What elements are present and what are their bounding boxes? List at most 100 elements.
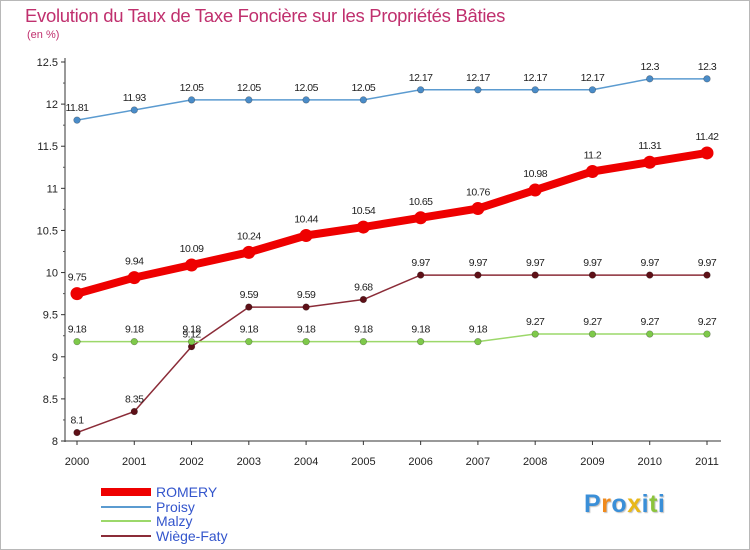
data-label-malzy: 9.27 — [526, 316, 545, 328]
x-tick-label: 2009 — [580, 456, 604, 468]
y-tick-label: 9 — [52, 352, 58, 364]
data-label-proisy: 12.05 — [180, 82, 204, 94]
data-point-romery — [185, 258, 199, 272]
logo-letter: t — [649, 490, 658, 518]
data-label-proisy: 12.17 — [466, 72, 490, 84]
legend-label: Malzy — [156, 513, 193, 529]
data-point-malzy — [359, 338, 367, 346]
data-point-romery — [299, 228, 313, 242]
logo-letter: i — [657, 490, 666, 518]
data-label-romery: 11.31 — [638, 140, 662, 152]
x-tick-label: 2011 — [695, 456, 719, 468]
data-label-romery: 10.44 — [294, 213, 318, 225]
data-label-wi-ge-faty: 9.12 — [182, 329, 201, 341]
x-tick-label: 2001 — [122, 456, 146, 468]
y-tick-label: 9.5 — [43, 310, 58, 322]
data-point-romery — [585, 164, 599, 178]
data-label-wi-ge-faty: 9.97 — [583, 257, 602, 269]
y-tick-label: 10.5 — [37, 225, 58, 237]
legend-swatch — [101, 488, 151, 496]
data-point-malzy — [588, 330, 597, 338]
logo-letter: P — [584, 490, 602, 518]
data-point-romery — [700, 146, 714, 160]
series-line-malzy — [76, 333, 708, 343]
data-point-wi-ge-faty — [130, 407, 138, 416]
x-tick-label: 2008 — [523, 456, 547, 468]
chart-title: Evolution du Taux de Taxe Foncière sur l… — [25, 5, 506, 26]
logo-letter: r — [601, 490, 612, 518]
y-tick-label: 11.5 — [37, 141, 58, 153]
data-point-malzy — [474, 338, 482, 346]
data-point-proisy — [703, 75, 711, 83]
data-point-wi-ge-faty — [245, 303, 253, 311]
data-point-proisy — [359, 96, 367, 104]
y-tick-label: 12.5 — [37, 57, 58, 69]
data-point-proisy — [417, 86, 425, 94]
data-label-wi-ge-faty: 9.59 — [240, 289, 259, 301]
data-label-romery: 11.2 — [584, 149, 602, 161]
data-point-wi-ge-faty — [531, 271, 539, 279]
logo-letter: o — [611, 490, 628, 518]
data-label-wi-ge-faty: 8.35 — [125, 394, 144, 406]
data-point-romery — [356, 220, 370, 234]
series-line-romery — [73, 148, 711, 298]
x-tick-label: 2000 — [65, 456, 89, 468]
data-point-malzy — [302, 338, 310, 346]
data-label-malzy: 9.27 — [698, 316, 717, 328]
data-point-proisy — [588, 86, 597, 94]
data-point-proisy — [187, 96, 196, 104]
data-label-romery: 11.42 — [696, 131, 720, 143]
data-labels: 11.81 11.93 12.05 12.05 12.05 12.05 12.17 12.17… — [66, 61, 720, 427]
legend-swatch — [101, 520, 151, 522]
data-label-romery: 10.76 — [466, 187, 490, 199]
data-label-wi-ge-faty: 9.97 — [411, 257, 430, 269]
data-point-malzy — [187, 338, 196, 346]
data-point-proisy — [245, 96, 253, 104]
logo-letter: i — [641, 490, 650, 518]
axes: 8 8.5 9 9.5 10 10.5 11 11.5 12 12.5 2000 2001 2002 20… — [37, 57, 721, 468]
data-point-romery — [127, 271, 141, 285]
data-label-wi-ge-faty: 8.1 — [70, 415, 84, 427]
x-tick-label: 2004 — [294, 456, 318, 468]
data-label-proisy: 12.05 — [237, 82, 261, 94]
x-tick-label: 2007 — [466, 456, 490, 468]
data-label-malzy: 9.18 — [182, 324, 201, 336]
y-tick-label: 12 — [46, 99, 58, 111]
legend-swatch — [101, 534, 151, 537]
data-label-romery: 10.54 — [351, 205, 375, 217]
data-point-romery — [242, 245, 256, 259]
data-point-romery — [471, 202, 485, 216]
data-label-wi-ge-faty: 9.59 — [297, 289, 316, 301]
data-label-romery: 10.98 — [523, 168, 547, 180]
x-tick-label: 2006 — [408, 456, 432, 468]
data-label-wi-ge-faty: 9.97 — [641, 257, 660, 269]
data-point-proisy — [646, 75, 654, 83]
data-label-proisy: 12.17 — [581, 72, 605, 84]
legend-label: ROMERY — [156, 484, 218, 500]
data-point-malzy — [646, 330, 654, 338]
data-label-proisy: 11.93 — [123, 92, 147, 104]
data-label-proisy: 12.17 — [409, 72, 433, 84]
data-label-proisy: 12.05 — [294, 82, 318, 94]
data-label-wi-ge-faty: 9.97 — [526, 257, 545, 269]
data-label-malzy: 9.18 — [240, 324, 259, 336]
series-line-wi-ge-faty — [76, 274, 708, 434]
data-label-romery: 9.75 — [68, 272, 87, 284]
data-label-malzy: 9.18 — [125, 324, 144, 336]
data-point-malzy — [130, 338, 138, 346]
y-tick-label: 8 — [52, 436, 58, 448]
data-label-romery: 10.65 — [409, 196, 433, 208]
data-label-romery: 10.24 — [237, 230, 261, 242]
data-point-wi-ge-faty — [417, 271, 425, 279]
data-label-romery: 10.09 — [180, 243, 204, 255]
data-label-malzy: 9.18 — [68, 324, 87, 336]
data-point-romery — [643, 155, 657, 169]
chart-subtitle: (en %) — [27, 29, 60, 41]
data-point-wi-ge-faty — [646, 271, 654, 279]
y-tick-label: 8.5 — [43, 394, 58, 406]
data-label-wi-ge-faty: 9.97 — [469, 257, 488, 269]
data-point-romery — [528, 183, 542, 197]
x-tick-label: 2005 — [351, 456, 375, 468]
